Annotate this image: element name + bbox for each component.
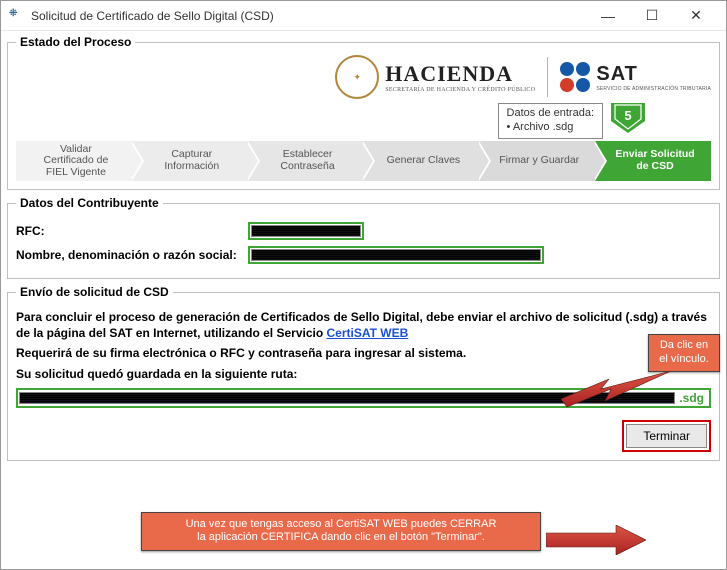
step-generar[interactable]: Generar Claves bbox=[363, 141, 479, 181]
rfc-label: RFC: bbox=[16, 224, 248, 238]
window-title: Solicitud de Certificado de Sello Digita… bbox=[31, 9, 586, 23]
hacienda-logo: ✦ HACIENDA SECRETARÍA DE HACIENDA Y CRÉD… bbox=[335, 55, 535, 99]
rfc-field[interactable] bbox=[248, 222, 364, 240]
sat-dots-icon bbox=[560, 62, 590, 92]
hacienda-subtitle: SECRETARÍA DE HACIENDA Y CRÉDITO PÚBLICO bbox=[385, 87, 535, 93]
legend-estado: Estado del Proceso bbox=[16, 35, 135, 49]
callout-cerrar-app: Una vez que tengas acceso al CertiSAT WE… bbox=[141, 512, 541, 552]
legend-envio: Envío de solicitud de CSD bbox=[16, 285, 173, 299]
sat-logo: SAT SERVICIO DE ADMINISTRACIÓN TRIBUTARI… bbox=[560, 62, 711, 92]
terminar-highlight: Terminar bbox=[622, 420, 711, 452]
nombre-field[interactable] bbox=[248, 246, 544, 264]
datos-entrada-line1: Datos de entrada: bbox=[507, 107, 594, 121]
mexico-seal-icon: ✦ bbox=[335, 55, 379, 99]
section-envio-csd: Envío de solicitud de CSD Para concluir … bbox=[7, 285, 720, 461]
step-establecer[interactable]: Establecer Contraseña bbox=[248, 141, 364, 181]
envio-p1: Para concluir el proceso de generación d… bbox=[16, 309, 711, 341]
legend-datos: Datos del Contribuyente bbox=[16, 196, 163, 210]
app-icon: ⁜ bbox=[9, 8, 25, 24]
datos-entrada-box: Datos de entrada: • Archivo .sdg bbox=[498, 103, 603, 139]
nombre-label: Nombre, denominación o razón social: bbox=[16, 248, 248, 262]
step-capturar[interactable]: Capturar Información bbox=[132, 141, 248, 181]
svg-text:5: 5 bbox=[624, 108, 631, 123]
ruta-extension: .sdg bbox=[675, 391, 708, 405]
datos-entrada-line2: • Archivo .sdg bbox=[507, 121, 594, 135]
ruta-archivo-field[interactable]: .sdg bbox=[16, 388, 711, 408]
step-enviar[interactable]: Enviar Solicitud de CSD bbox=[595, 141, 711, 181]
logo-divider bbox=[547, 57, 548, 97]
arrow-to-terminar-icon bbox=[546, 525, 646, 555]
envio-p2: Requerirá de su firma electrónica o RFC … bbox=[16, 345, 711, 361]
sat-subtitle: SERVICIO DE ADMINISTRACIÓN TRIBUTARIA bbox=[596, 86, 711, 92]
terminar-button[interactable]: Terminar bbox=[626, 424, 707, 448]
section-estado-proceso: Estado del Proceso ✦ HACIENDA SECRETARÍA… bbox=[7, 35, 720, 190]
sat-title: SAT bbox=[596, 63, 711, 86]
close-button[interactable]: ✕ bbox=[674, 2, 718, 30]
certisat-web-link[interactable]: CertiSAT WEB bbox=[327, 326, 409, 340]
envio-p3: Su solicitud quedó guardada en la siguie… bbox=[16, 366, 711, 382]
step-firmar[interactable]: Firmar y Guardar bbox=[479, 141, 595, 181]
datos-entrada-row: Datos de entrada: • Archivo .sdg 5 bbox=[16, 103, 645, 139]
step-validar[interactable]: Validar Certificado de FIEL Vigente bbox=[16, 141, 132, 181]
hacienda-title: HACIENDA bbox=[385, 61, 535, 87]
window-titlebar: ⁜ Solicitud de Certificado de Sello Digi… bbox=[1, 1, 726, 31]
logos-row: ✦ HACIENDA SECRETARÍA DE HACIENDA Y CRÉD… bbox=[16, 55, 711, 99]
minimize-button[interactable]: ― bbox=[586, 2, 630, 30]
step-marker-icon: 5 bbox=[611, 103, 645, 139]
maximize-button[interactable]: ☐ bbox=[630, 2, 674, 30]
section-datos-contribuyente: Datos del Contribuyente RFC: Nombre, den… bbox=[7, 196, 720, 279]
wizard-steps: Validar Certificado de FIEL Vigente Capt… bbox=[16, 141, 711, 181]
callout-click-link: Da clic en el vínculo. bbox=[648, 334, 720, 372]
